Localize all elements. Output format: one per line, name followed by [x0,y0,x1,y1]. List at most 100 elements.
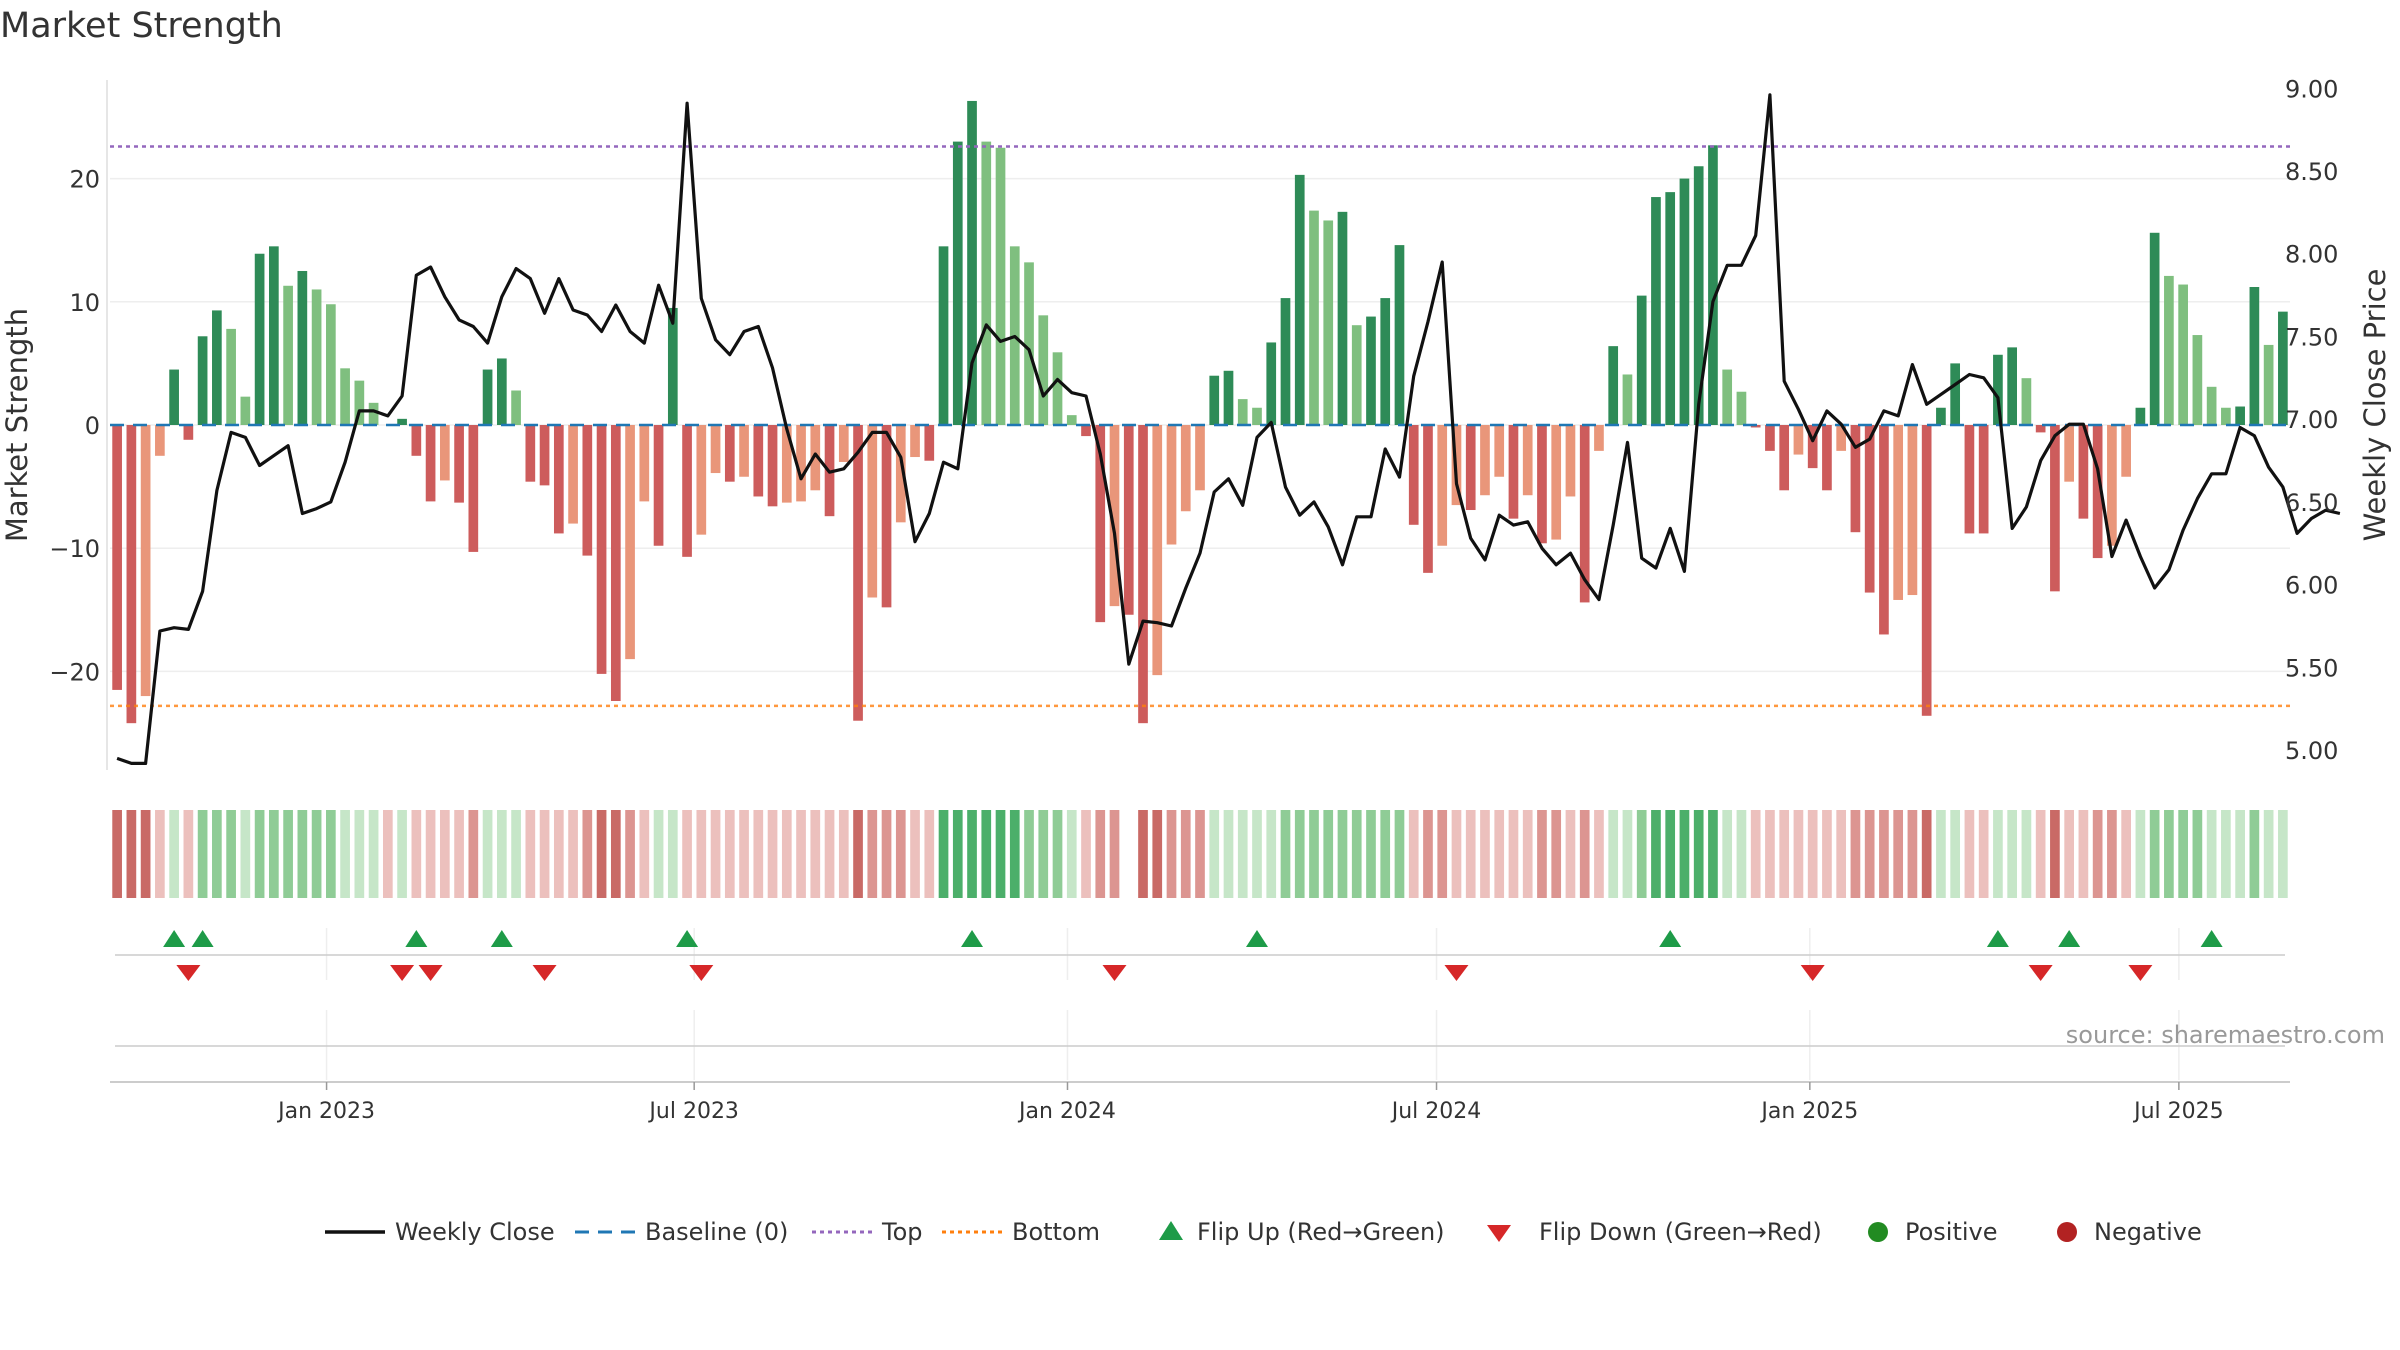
band-cell [539,810,550,898]
band-cell [2278,810,2288,898]
band-cell [2249,810,2260,898]
strength-bar [1537,425,1547,544]
strength-bar [1408,425,1419,525]
strength-bar [1978,425,1989,534]
strength-bar [796,425,806,502]
band-cell [2035,810,2046,898]
strength-bar [1038,315,1049,425]
x-tick-label: Jul 2023 [647,1099,739,1124]
strength-bar [1893,425,1904,600]
band-cell [511,810,521,898]
right-tick-label: 6.00 [2285,572,2338,600]
band-cell [967,810,977,898]
strength-bar [411,425,422,456]
flip-up-marker [676,930,699,947]
band-cell [354,810,365,898]
band-cell [1594,810,1604,898]
strength-bar [2107,425,2117,546]
strength-bar [1679,178,1690,425]
band-cell [853,810,863,898]
band-cell [1736,810,1747,898]
band-cell [397,810,407,898]
strength-bar [1836,425,1847,451]
strength-bar [1380,298,1391,425]
strength-bar [112,425,122,690]
band-cell [2092,810,2103,898]
band-cell [1508,810,1519,898]
strength-bar [553,425,564,534]
flip-up-marker [961,930,984,947]
band-cell [1522,810,1533,898]
legend-label: Negative [2094,1218,2202,1246]
band-cell [1009,810,1020,898]
left-tick-label: −10 [49,535,100,563]
band-cell [1109,810,1120,898]
strength-bar [881,425,892,608]
band-cell [226,810,236,898]
left-tick-label: 10 [69,289,100,317]
band-cell [283,810,293,898]
strength-bar [753,425,764,497]
strength-bar [311,289,322,425]
strength-bar [696,425,707,535]
strength-bar [1323,220,1334,425]
band-cell [710,810,721,898]
band-cell [169,810,179,898]
band-cell [1366,810,1376,898]
strength-bar [1693,166,1704,425]
flip-down-marker [176,965,201,981]
band-cell [781,810,792,898]
strength-bar [1237,399,1248,425]
band-cell [439,810,450,898]
band-cell [1907,810,1918,898]
strength-bar [596,425,607,674]
legend-label: Baseline (0) [645,1218,788,1246]
band-cell [639,810,650,898]
band-cell [724,810,735,898]
strength-bar [1807,425,1818,469]
strength-bar [1622,374,1633,425]
strength-bar [2078,425,2089,519]
strength-bar [2121,425,2131,477]
band-cell [1822,810,1832,898]
strength-bar [582,425,593,556]
band-cell [838,810,849,898]
band-cell [2021,810,2032,898]
band-cell [269,810,279,898]
strength-bar [2164,275,2174,425]
band-cell [938,810,949,898]
strength-bar [739,425,749,477]
band-cell [1551,810,1562,898]
band-cell [696,810,707,898]
band-cell [2107,810,2117,898]
right-tick-label: 6.50 [2285,489,2338,517]
band-cell [1280,810,1291,898]
strength-bar [1936,407,1946,425]
band-cell [1750,810,1761,898]
flip-down-marker [2128,965,2153,981]
strength-bar [425,425,436,502]
right-tick-label: 7.50 [2285,323,2338,351]
strength-bar [1608,346,1619,425]
strength-bar [1437,425,1448,546]
flip-down-marker [1444,965,1469,981]
band-cell [1195,810,1205,898]
strength-bar [781,425,792,503]
flip-down-marker [689,965,714,981]
band-cell [197,810,208,898]
strength-bar [525,425,536,482]
band-cell [1793,810,1804,898]
strength-bar [439,425,450,481]
strength-bar [952,141,963,425]
strength-bar [482,369,493,425]
band-cell [1408,810,1419,898]
legend-negative-icon [2057,1222,2077,1242]
band-cell [340,810,350,898]
strength-bar [1095,425,1106,623]
band-cell [1024,810,1034,898]
strength-bar [1294,174,1305,425]
strength-bar [1337,211,1348,425]
strength-bar [1822,425,1832,491]
strength-bar [1921,425,1932,716]
legend-label: Top [881,1218,923,1246]
